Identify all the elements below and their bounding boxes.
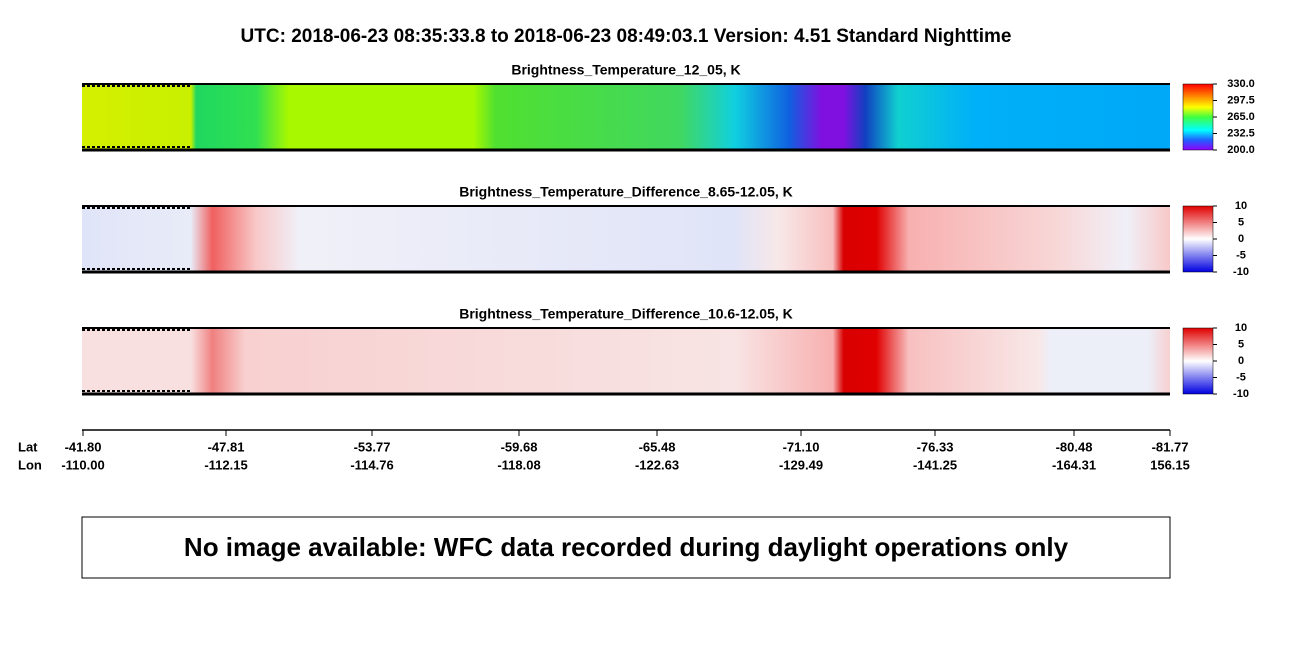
lon-tick-label: -129.49 [779,457,823,472]
panel-title: Brightness_Temperature_Difference_8.65-1… [459,184,793,200]
colorbar-tick-label: 200.0 [1227,144,1255,156]
lat-tick-label: -65.48 [639,439,676,454]
colorbar [1182,327,1214,395]
colorbar-tick-label: 10 [1235,200,1247,212]
lon-tick-label: -112.15 [204,457,247,472]
colorbar-tick-label: 5 [1238,338,1244,350]
colorbar-tick-label: 5 [1238,216,1244,228]
lon-tick-label: -114.76 [350,457,393,472]
colorbar-tick-label: 265.0 [1227,111,1255,123]
lat-tick-label: -80.48 [1056,439,1093,454]
colorbar [1182,83,1214,151]
colorbar-tick-label: -5 [1236,371,1246,383]
lat-tick-label: -47.81 [208,439,245,454]
colorbar-tick-label: 330.0 [1227,78,1255,90]
lat-tick-label: -59.68 [501,439,538,454]
panel-image [82,206,1170,272]
lon-tick-label: 156.15 [1150,457,1190,472]
colorbar [1182,205,1214,273]
lon-label: Lon [18,457,42,472]
lat-tick-label: -53.77 [354,439,391,454]
lat-tick-label: -41.80 [65,439,102,454]
lat-lon-axis: Lat Lon -41.80 -110.00 -47.81 -112.15 -53.77… [18,429,1190,472]
colorbar-tick-label: 232.5 [1227,127,1255,139]
lon-tick-label: -141.25 [913,457,957,472]
colorbar-tick-label: 10 [1235,322,1247,334]
colorbar-tick-label: 0 [1238,233,1244,245]
colorbar-tick-label: -10 [1233,388,1249,400]
panel-image [82,84,1170,150]
message-box [81,516,1171,579]
lon-tick-label: -118.08 [497,457,540,472]
lon-tick-label: -110.00 [61,457,104,472]
lat-tick-label: -81.77 [1152,439,1189,454]
lat-label: Lat [18,439,38,454]
colorbar-tick-label: -5 [1236,249,1246,261]
panel-title: Brightness_Temperature_Difference_10.6-1… [459,306,793,322]
lon-tick-label: -164.31 [1052,457,1096,472]
lon-tick-label: -122.63 [635,457,679,472]
colorbar-tick-label: 0 [1238,355,1244,367]
colorbar-tick-label: -10 [1233,266,1249,278]
panel-title: Brightness_Temperature_12_05, K [511,62,740,78]
panels: Brightness_Temperature_12_05, K 330.0 297.… [82,62,1255,400]
page-title: UTC: 2018-06-23 08:35:33.8 to 2018-06-23… [241,26,1012,47]
lat-tick-label: -71.10 [783,439,820,454]
lat-tick-label: -76.33 [917,439,954,454]
message: No image available: WFC data recorded du… [184,532,1069,562]
colorbar-tick-label: 297.5 [1227,94,1255,106]
panel-image [82,328,1170,394]
